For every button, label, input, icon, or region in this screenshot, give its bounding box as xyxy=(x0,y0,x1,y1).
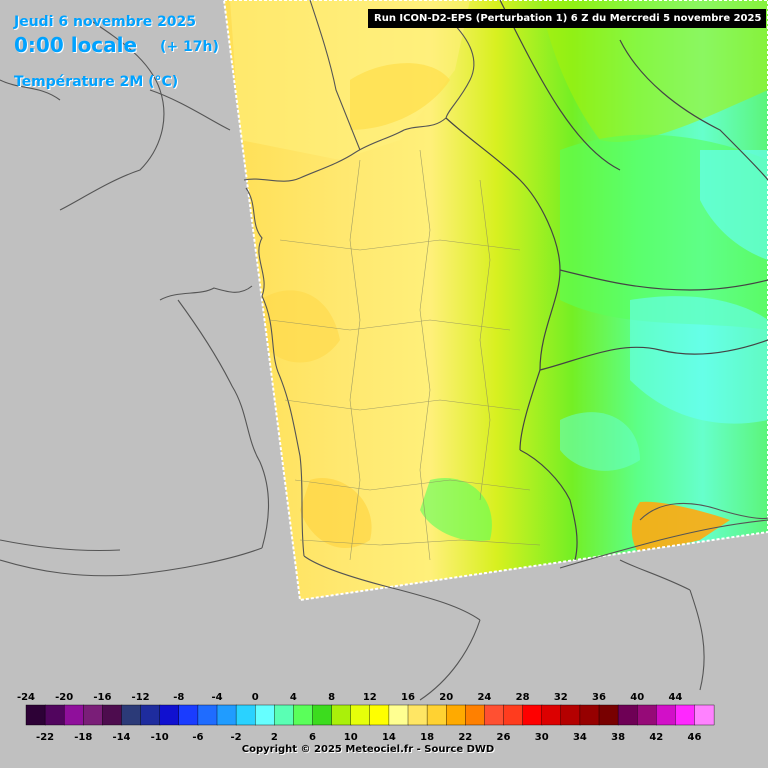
legend-swatch xyxy=(140,704,161,726)
legend-bottom-label: -18 xyxy=(74,732,92,743)
legend-top-label: 28 xyxy=(516,692,530,703)
legend-swatch xyxy=(484,704,505,726)
country-borders xyxy=(445,0,768,561)
temperature-patches xyxy=(230,0,768,555)
legend-swatch xyxy=(579,704,600,726)
legend-swatch xyxy=(197,704,218,726)
legend-top-label: 36 xyxy=(592,692,606,703)
legend-bottom-label: 38 xyxy=(611,732,625,743)
legend-swatch xyxy=(656,704,677,726)
legend-top-label: -20 xyxy=(55,692,73,703)
legend-top-label: 24 xyxy=(477,692,491,703)
legend-swatch xyxy=(312,704,333,726)
forecast-lead-time: (+ 17h) xyxy=(160,39,219,55)
model-domain xyxy=(222,0,768,602)
legend-swatch xyxy=(293,704,314,726)
legend-top-label: 16 xyxy=(401,692,415,703)
legend-bottom-label: 34 xyxy=(573,732,587,743)
legend-bottom-label: -6 xyxy=(192,732,203,743)
legend-swatch xyxy=(522,704,543,726)
legend-swatch xyxy=(25,704,46,726)
legend-swatch xyxy=(235,704,256,726)
legend-swatch xyxy=(331,704,352,726)
legend-bottom-label: -2 xyxy=(231,732,242,743)
legend-bottom-label: 22 xyxy=(458,732,472,743)
legend-bottom-label: -10 xyxy=(151,732,169,743)
legend-swatch xyxy=(178,704,199,726)
legend-swatch xyxy=(254,704,275,726)
legend-swatch xyxy=(63,704,84,726)
region-borders xyxy=(269,149,541,561)
legend-bottom-label: -22 xyxy=(36,732,54,743)
legend-bottom-label: 10 xyxy=(344,732,358,743)
legend-top-label: -16 xyxy=(93,692,111,703)
legend-swatch xyxy=(446,704,467,726)
legend-top-label: 44 xyxy=(668,692,682,703)
legend-swatch xyxy=(44,704,65,726)
legend-top-label: 20 xyxy=(439,692,453,703)
legend-bottom-label: 26 xyxy=(497,732,511,743)
legend-top-label: 32 xyxy=(554,692,568,703)
legend-bottom-label: 6 xyxy=(309,732,316,743)
copyright-notice: Copyright © 2025 Meteociel.fr - Source D… xyxy=(241,744,495,755)
legend-bottom-label: 2 xyxy=(271,732,278,743)
legend-top-label: 8 xyxy=(328,692,335,703)
legend-top-label: 40 xyxy=(630,692,644,703)
coastlines xyxy=(0,0,768,701)
legend-top-label: -4 xyxy=(211,692,222,703)
legend-swatch xyxy=(694,704,715,726)
legend-top-label: -24 xyxy=(17,692,35,703)
legend-swatch xyxy=(560,704,581,726)
legend-top-label: 12 xyxy=(363,692,377,703)
legend-swatch xyxy=(465,704,486,726)
legend-swatch xyxy=(617,704,638,726)
model-run-banner: Run ICON-D2-EPS (Perturbation 1) 6 Z du … xyxy=(368,9,766,28)
legend-bottom-label: 46 xyxy=(688,732,702,743)
legend-top-label: 0 xyxy=(252,692,259,703)
legend-swatch xyxy=(426,704,447,726)
legend-swatch xyxy=(350,704,371,726)
legend-swatch xyxy=(541,704,562,726)
legend-bottom-label: -14 xyxy=(112,732,130,743)
legend-swatch xyxy=(407,704,428,726)
forecast-time: 0:00 locale xyxy=(14,33,138,57)
legend-swatch xyxy=(637,704,658,726)
legend-swatch xyxy=(675,704,696,726)
legend-swatch xyxy=(274,704,295,726)
legend-swatch xyxy=(598,704,619,726)
legend-swatch xyxy=(369,704,390,726)
legend-bottom-label: 42 xyxy=(649,732,663,743)
legend-bottom-label: 18 xyxy=(420,732,434,743)
legend-swatch xyxy=(388,704,409,726)
legend-bottom-label: 30 xyxy=(535,732,549,743)
legend-swatch xyxy=(83,704,104,726)
legend-swatch xyxy=(216,704,237,726)
legend-top-label: -8 xyxy=(173,692,184,703)
temperature-legend: -24 -20 -16 -12 -8 -4 0 4 8 12 16 20 24 28 32 36 40 44-22… xyxy=(17,692,715,743)
legend-swatch xyxy=(102,704,123,726)
parameter-label: Température 2M (°C) xyxy=(14,74,179,90)
legend-swatch xyxy=(503,704,524,726)
legend-bottom-label: 14 xyxy=(382,732,396,743)
legend-swatch xyxy=(159,704,180,726)
legend-top-label: -12 xyxy=(132,692,150,703)
legend-swatch xyxy=(121,704,142,726)
forecast-date: Jeudi 6 novembre 2025 xyxy=(14,14,197,30)
legend-top-label: 4 xyxy=(290,692,297,703)
